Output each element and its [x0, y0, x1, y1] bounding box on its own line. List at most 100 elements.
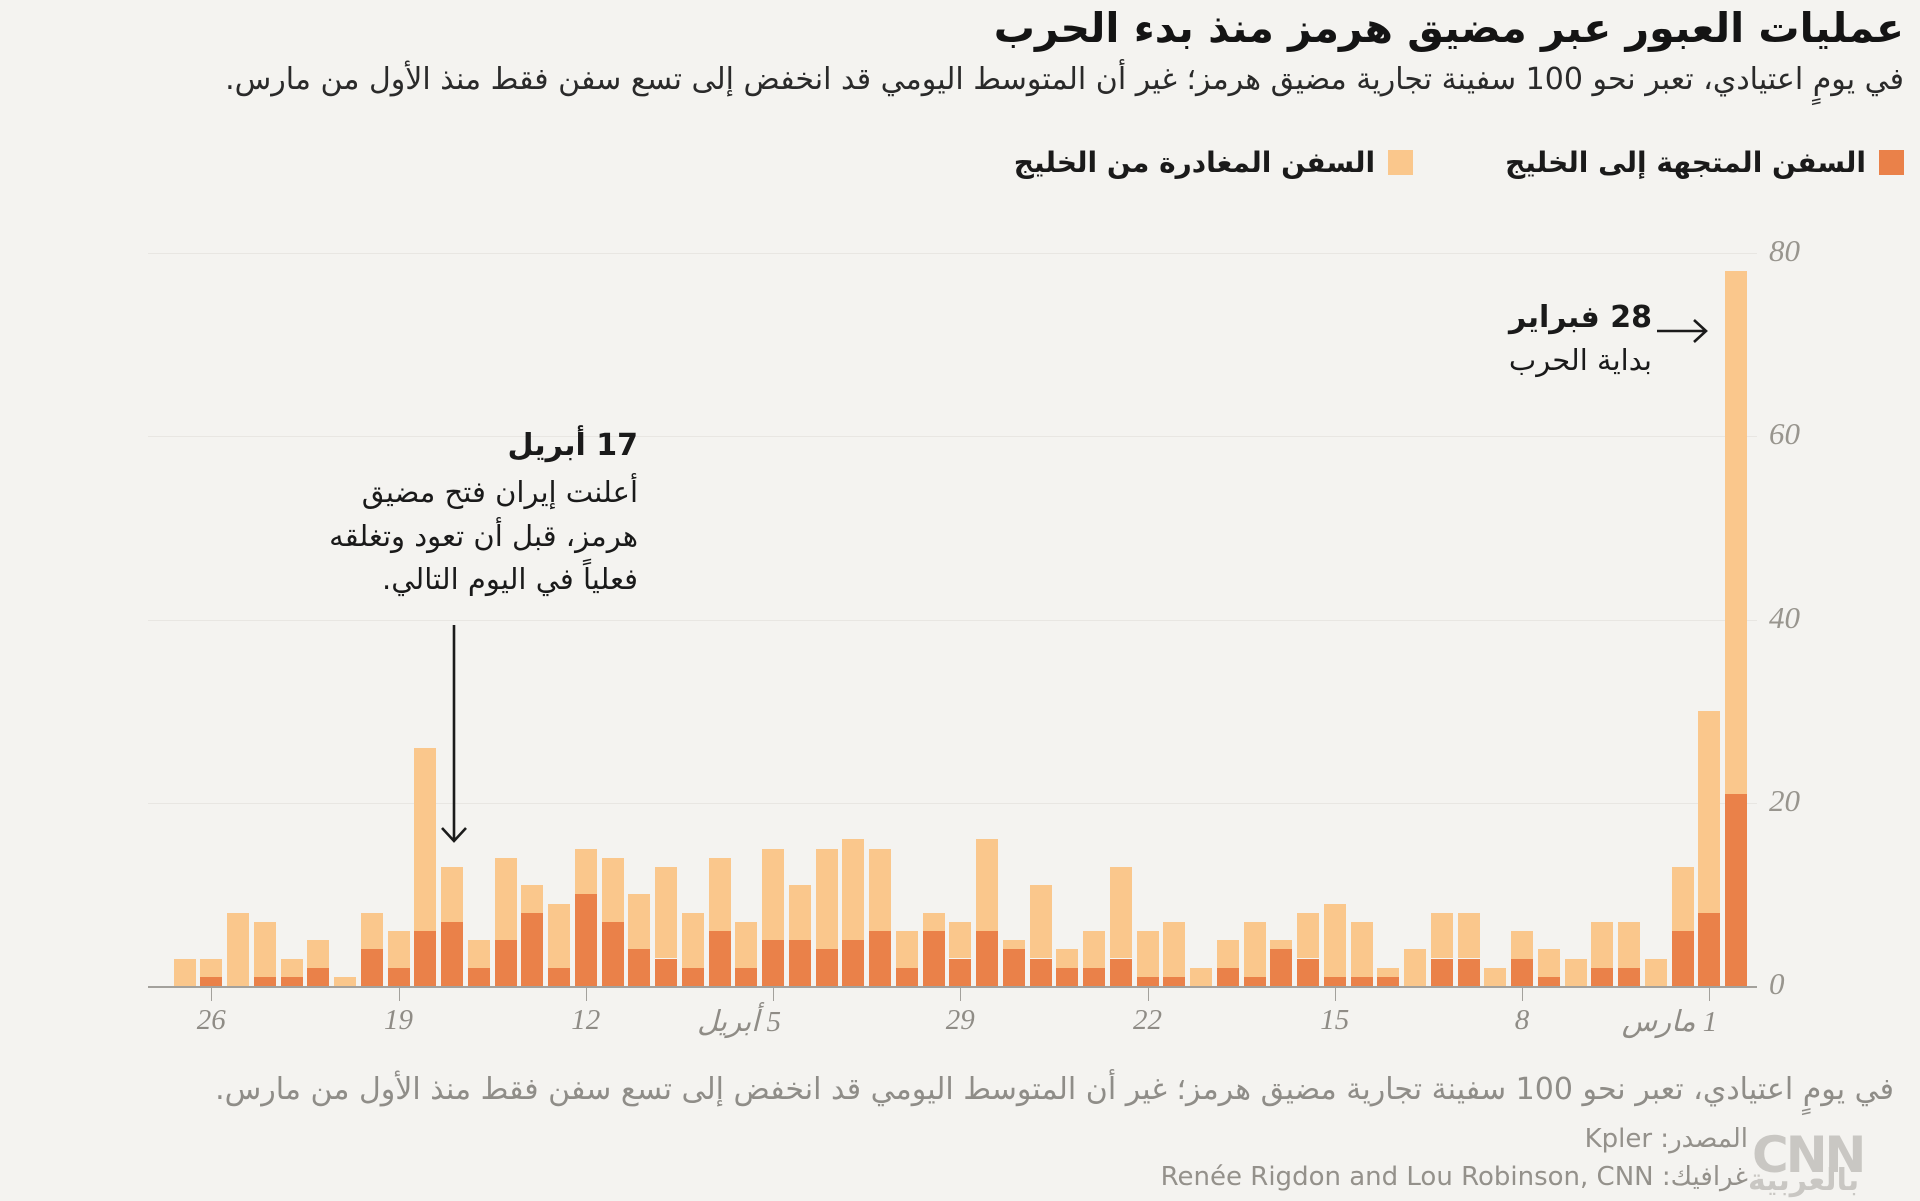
bar-segment-to-gulf	[253, 976, 276, 986]
y-axis-tick-label: 60	[1769, 416, 1800, 452]
bar-segment-from-gulf	[601, 857, 624, 922]
x-axis-tick-mark	[585, 988, 587, 1001]
y-axis-tick-label: 20	[1769, 782, 1800, 818]
bar-segment-from-gulf	[1618, 921, 1640, 968]
bar-segment-from-gulf	[1725, 271, 1747, 794]
bar-segment-from-gulf	[976, 839, 998, 931]
bar-segment-from-gulf	[708, 857, 731, 931]
x-axis-tick-label: 1 مارس	[1621, 1006, 1718, 1038]
legend-label-from-gulf: السفن المغادرة من الخليج	[1013, 146, 1376, 179]
x-axis-tick-label: 15	[1320, 1004, 1350, 1036]
credit-line: غرافيك: Renée Rigdon and Lou Robinson, C…	[1160, 1162, 1748, 1193]
cnn-arabic-logo-text: بالعربية	[1748, 1163, 1860, 1198]
bar-segment-to-gulf	[869, 931, 891, 986]
x-axis-tick-mark	[398, 988, 400, 1001]
x-axis-tick-mark	[1522, 988, 1523, 1001]
bar-segment-to-gulf	[307, 967, 330, 986]
bar-segment-from-gulf	[521, 885, 544, 913]
bar-segment-from-gulf	[173, 958, 196, 986]
source-line: المصدر: Kpler	[1584, 1124, 1748, 1154]
bar-segment-from-gulf	[548, 903, 570, 968]
cnn-logo-text: CNN	[1752, 1126, 1866, 1184]
bar-segment-from-gulf	[922, 912, 945, 931]
bar-segment-to-gulf	[574, 894, 597, 986]
bar-segment-to-gulf	[1457, 958, 1480, 986]
x-axis-tick-label: 22	[1133, 1004, 1162, 1036]
bar-segment-to-gulf	[1109, 958, 1132, 986]
annotation-april17-title: 17 أبريل	[507, 428, 638, 463]
bar-segment-from-gulf	[414, 747, 437, 932]
bar-segment-from-gulf	[949, 921, 972, 959]
y-axis-tick-label: 40	[1769, 599, 1800, 635]
x-axis-tick-mark	[211, 988, 213, 1001]
x-axis-tick-label: 12	[571, 1004, 601, 1036]
bar-segment-to-gulf	[1029, 958, 1052, 986]
bar-segment-to-gulf	[895, 967, 918, 986]
bar-segment-to-gulf	[922, 931, 945, 986]
bar-segment-to-gulf	[467, 967, 490, 986]
y-axis-tick-label: 80	[1769, 233, 1800, 268]
annotation-war-start-title: 28 فبراير	[1509, 300, 1652, 335]
bar-segment-to-gulf	[1725, 793, 1747, 986]
bar-segment-to-gulf	[762, 940, 784, 986]
source-credit-block: المصدر: Kpler غرافيك: Renée Rigdon and L…	[1161, 1118, 1748, 1195]
bar-segment-to-gulf	[1430, 958, 1453, 986]
bar-segment-to-gulf	[628, 949, 651, 986]
bar-segment-from-gulf	[360, 912, 383, 950]
bar-segment-to-gulf	[1216, 967, 1239, 986]
chart-caption: في يومٍ اعتيادي، تعبر نحو 100 سفينة تجار…	[215, 1072, 1894, 1107]
bar-segment-from-gulf	[1323, 903, 1346, 977]
bar-segment-to-gulf	[1056, 967, 1079, 986]
bar-segment-to-gulf	[1537, 976, 1560, 986]
bar-segment-to-gulf	[681, 967, 704, 986]
bar-segment-from-gulf	[1591, 921, 1614, 968]
bar-segment-to-gulf	[1377, 976, 1400, 986]
bar-segment-to-gulf	[1243, 976, 1266, 986]
bar-segment-from-gulf	[1109, 866, 1132, 959]
bar-segment-from-gulf	[1484, 967, 1507, 986]
bar-segment-from-gulf	[1430, 912, 1453, 959]
gridline	[148, 253, 1757, 254]
bar-segment-from-gulf	[1216, 940, 1239, 968]
x-axis-tick-label: 5 أبريل	[697, 1006, 781, 1038]
bar-segment-to-gulf	[548, 967, 570, 986]
bar-segment-to-gulf	[788, 940, 811, 986]
bar-segment-from-gulf	[735, 921, 758, 968]
bar-segment-to-gulf	[1270, 949, 1293, 986]
bar-segment-to-gulf	[976, 931, 998, 986]
page-title: عمليات العبور عبر مضيق هرمز منذ بدء الحر…	[993, 4, 1905, 52]
bar-segment-from-gulf	[762, 848, 784, 941]
legend: السفن المتجهة إلى الخليج السفن المغادرة …	[1014, 146, 1904, 179]
gridline	[148, 619, 1757, 621]
bar-segment-to-gulf	[360, 949, 383, 986]
x-axis-tick-label: 8	[1514, 1004, 1530, 1036]
bar-segment-from-gulf	[842, 839, 865, 941]
bar-segment-to-gulf	[1323, 976, 1346, 986]
x-axis-tick-label: 19	[384, 1004, 413, 1036]
legend-swatch-to-gulf-icon	[1879, 150, 1904, 175]
annotation-war-start: 28 فبراير بداية الحرب	[1322, 300, 1652, 380]
bar-segment-from-gulf	[334, 976, 356, 986]
bar-segment-to-gulf	[1698, 912, 1721, 986]
bar-segment-from-gulf	[200, 958, 223, 977]
bar-segment-from-gulf	[1404, 949, 1426, 986]
bar-segment-to-gulf	[1618, 967, 1640, 986]
bar-segment-from-gulf	[895, 931, 918, 968]
bar-segment-to-gulf	[280, 976, 303, 986]
bar-segment-from-gulf	[1002, 940, 1025, 950]
y-axis-tick-label: 0	[1769, 966, 1785, 1001]
bar-segment-from-gulf	[467, 940, 490, 968]
bar-segment-to-gulf	[1511, 958, 1533, 986]
bar-segment-from-gulf	[253, 921, 276, 977]
bar-segment-to-gulf	[1671, 931, 1694, 986]
bar-segment-from-gulf	[227, 912, 249, 986]
bar-segment-from-gulf	[387, 931, 410, 968]
annotation-april17-body: أعلنت إيران فتح مضيق هرمز، قبل أن تعود و…	[329, 475, 638, 596]
legend-item-to-gulf: السفن المتجهة إلى الخليج	[1505, 146, 1904, 179]
bar-segment-from-gulf	[280, 958, 303, 977]
gridline	[148, 436, 1757, 438]
x-axis-tick-mark	[1334, 988, 1336, 1001]
bar-segment-from-gulf	[1671, 866, 1694, 931]
bar-segment-from-gulf	[1136, 931, 1159, 977]
